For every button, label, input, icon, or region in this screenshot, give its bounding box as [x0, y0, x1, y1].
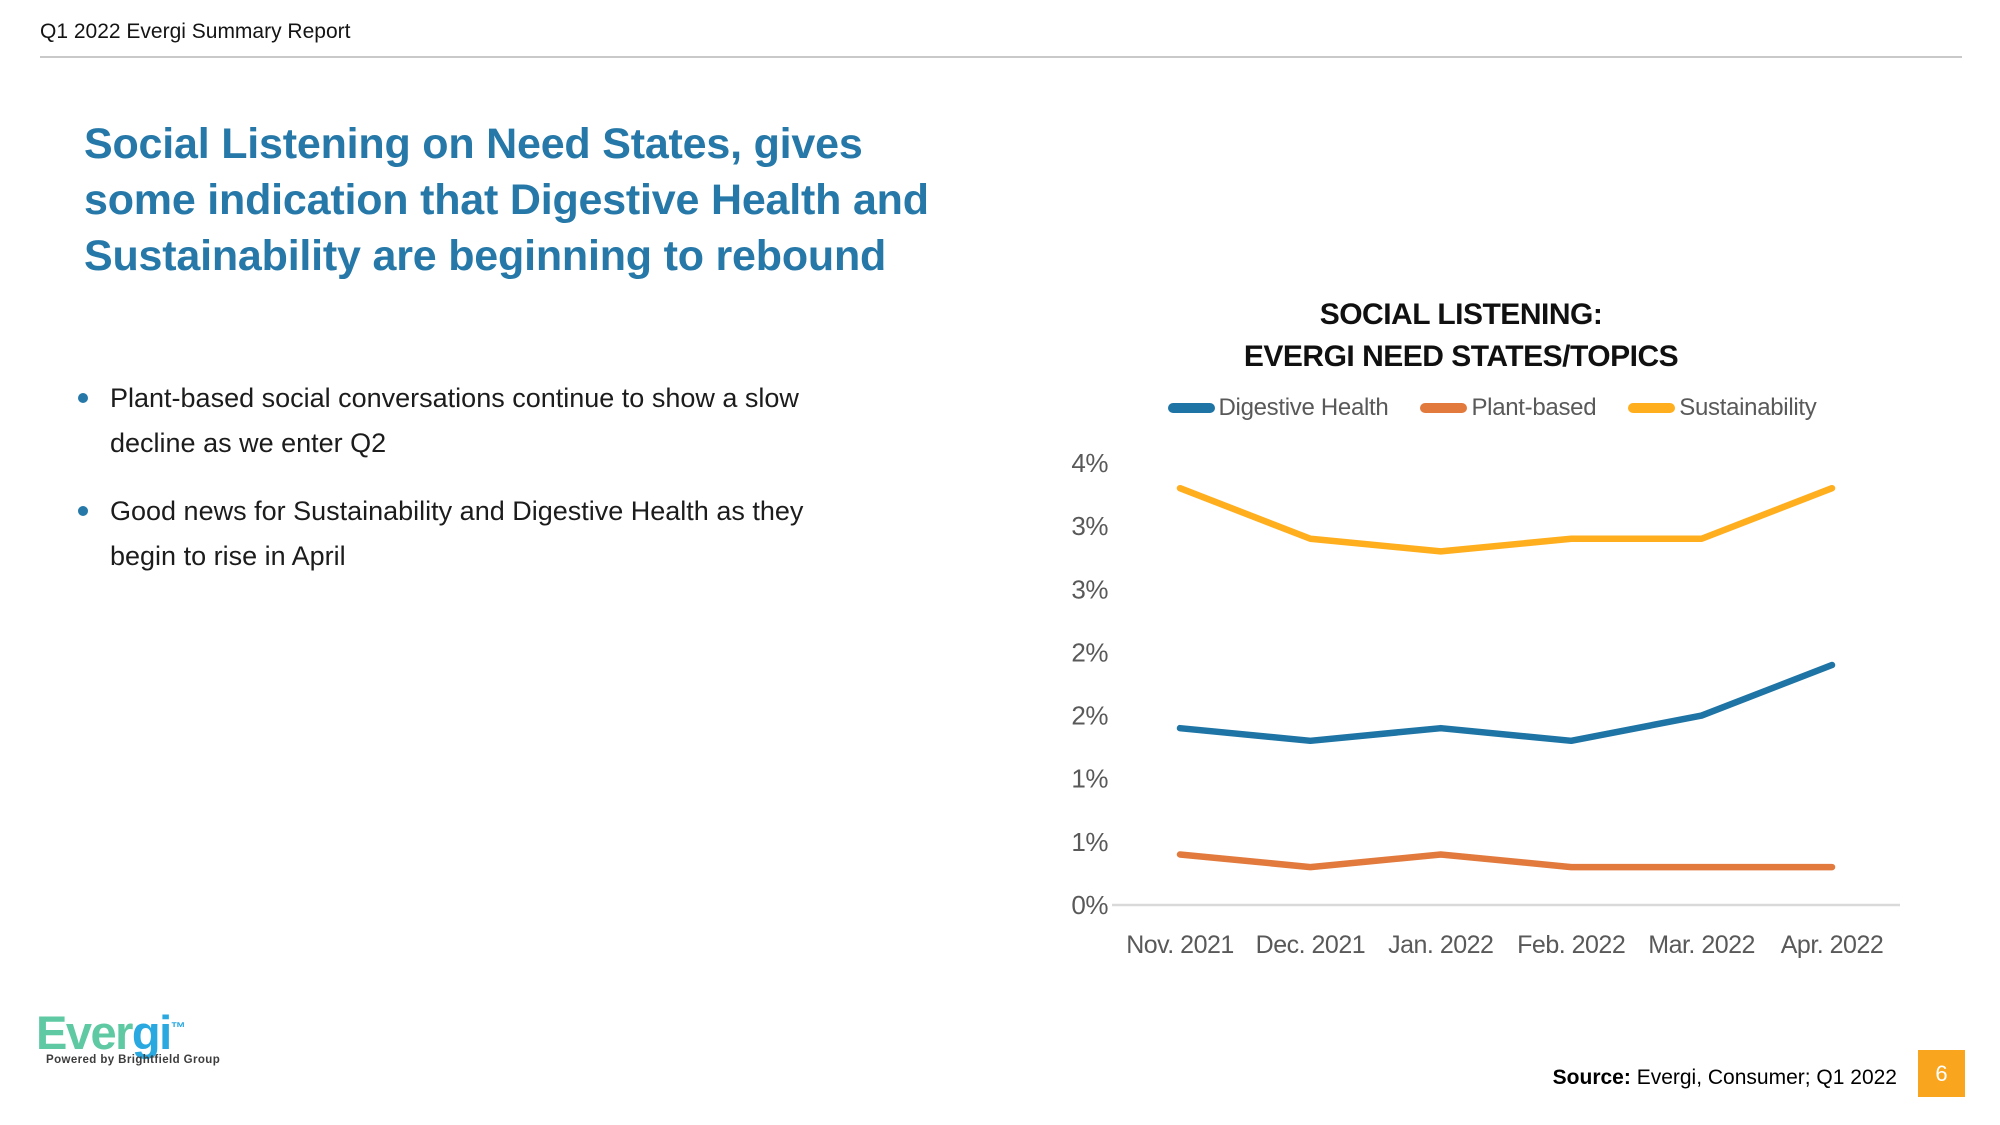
y-axis-label: 2%	[1071, 701, 1108, 731]
y-axis-label: 3%	[1071, 511, 1108, 541]
y-axis-label: 2%	[1071, 637, 1108, 667]
slide-title-line: Social Listening on Need States, gives	[84, 120, 863, 168]
line-digestive-health	[1176, 661, 1836, 745]
x-axis-label: Feb. 2022	[1517, 931, 1625, 959]
chart-title-line: SOCIAL LISTENING:	[1319, 298, 1603, 331]
chart-svg: 4% 3% 3% 2% 2% 1% 1% 0% Nov. 2021 Dec. 2021 Jan. 2…	[1071, 448, 1900, 959]
evergi-logo: Evergi™ Powered by Brightfield Group	[36, 1006, 220, 1066]
trademark-symbol: ™	[170, 1019, 186, 1037]
legend-item-plant-based: Plant-based	[1420, 394, 1597, 422]
y-axis-label: 1%	[1071, 827, 1108, 857]
source-text: Evergi, Consumer; Q1 2022	[1630, 1066, 1897, 1089]
y-axis-label: 0%	[1071, 890, 1108, 920]
slide-title-line: some indication that Digestive Health an…	[84, 176, 929, 224]
header-rule	[40, 56, 1962, 58]
slide-title-line: Sustainability are beginning to rebound	[84, 232, 887, 280]
line-sustainability	[1176, 484, 1836, 555]
bullet-list: Plant-based social conversations continu…	[78, 376, 818, 602]
legend-label-digestive-health: Digestive Health	[1218, 394, 1389, 421]
header-title: Q1 2022 Evergi Summary Report	[40, 20, 351, 43]
bullet-item: Good news for Sustainability and Digesti…	[78, 489, 818, 579]
logo-text-blue: gi	[131, 1006, 172, 1059]
legend-swatch-digestive-health	[1167, 403, 1215, 413]
slide-title: Social Listening on Need States, gives s…	[84, 116, 1044, 284]
source-note: Source: Evergi, Consumer; Q1 2022	[1553, 1066, 1897, 1090]
legend-item-digestive-health: Digestive Health	[1167, 394, 1389, 422]
logo-tagline: Powered by Brightfield Group	[46, 1054, 221, 1067]
chart-title-line: EVERGI NEED STATES/TOPICS	[1243, 340, 1679, 373]
evergi-logo-wordmark: Evergi™	[36, 1006, 220, 1060]
x-axis-label: Dec. 2021	[1256, 931, 1365, 959]
legend-label-sustainability: Sustainability	[1679, 394, 1817, 421]
legend-swatch-plant-based	[1420, 403, 1468, 413]
line-plant-based	[1176, 851, 1836, 871]
y-axis-label: 3%	[1071, 574, 1108, 604]
y-axis-label: 1%	[1071, 764, 1108, 794]
page-number-badge: 6	[1918, 1050, 1965, 1097]
legend-swatch-sustainability	[1628, 403, 1676, 413]
bullet-item: Plant-based social conversations continu…	[78, 376, 818, 466]
logo-text-green: Ever	[36, 1006, 133, 1059]
x-axis-label: Apr. 2022	[1781, 931, 1884, 959]
x-axis-label: Mar. 2022	[1648, 931, 1755, 959]
x-axis-label: Jan. 2022	[1388, 931, 1493, 959]
legend-item-sustainability: Sustainability	[1628, 394, 1817, 422]
chart-legend: Digestive Health Plant-based Sustainabilit…	[1052, 394, 1932, 422]
legend-label-plant-based: Plant-based	[1471, 394, 1597, 421]
x-axis-label: Nov. 2021	[1126, 931, 1234, 959]
y-axis-label: 4%	[1071, 448, 1108, 478]
source-label: Source:	[1552, 1066, 1631, 1089]
chart-title: SOCIAL LISTENING: EVERGI NEED STATES/TOP…	[1052, 294, 1870, 378]
